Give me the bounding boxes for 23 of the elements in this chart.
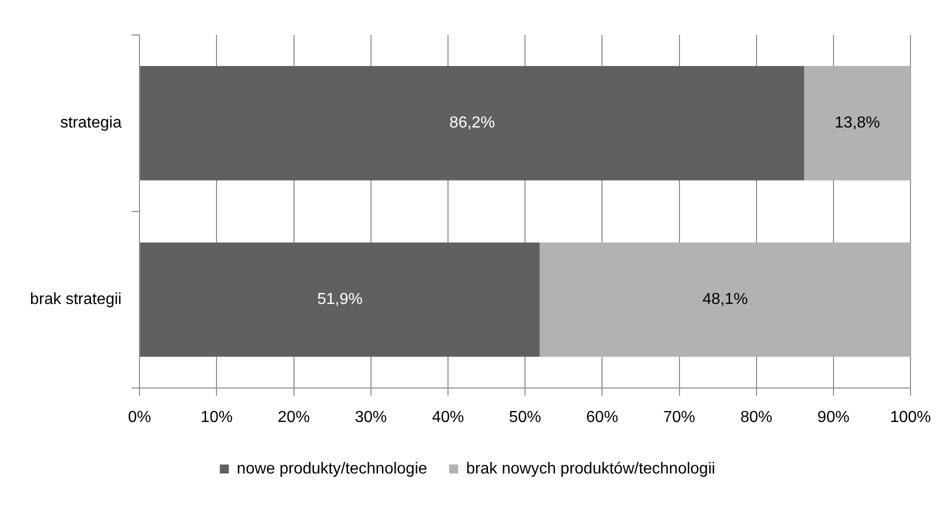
x-tick-label: 20% [278, 408, 310, 426]
legend-label: nowe produkty/technologie [236, 460, 428, 478]
y-tick-label: brak strategii [30, 291, 122, 308]
bar [140, 242, 540, 357]
x-tick-label: 50% [509, 408, 542, 426]
x-tick-label: 70% [663, 408, 696, 426]
x-tick-label: 90% [817, 408, 850, 426]
data-label: 48,1% [702, 291, 748, 308]
data-label: 13,8% [834, 114, 880, 132]
bar [804, 66, 911, 180]
x-tick-label: 80% [740, 408, 772, 426]
legend-label: brak nowych produktów/technologii [466, 460, 716, 478]
x-tick-label: 100% [890, 408, 931, 426]
x-tick-label: 10% [200, 408, 233, 426]
x-tick-label: 0% [128, 408, 152, 426]
x-tick-label: 40% [432, 408, 464, 426]
bar [140, 66, 804, 180]
x-tick-label: 30% [354, 408, 387, 426]
data-label: 86,2% [449, 114, 495, 132]
bar [540, 242, 911, 357]
data-label: 51,9% [317, 291, 363, 308]
y-tick-label: strategia [60, 114, 122, 132]
x-tick-label: 60% [586, 408, 618, 426]
